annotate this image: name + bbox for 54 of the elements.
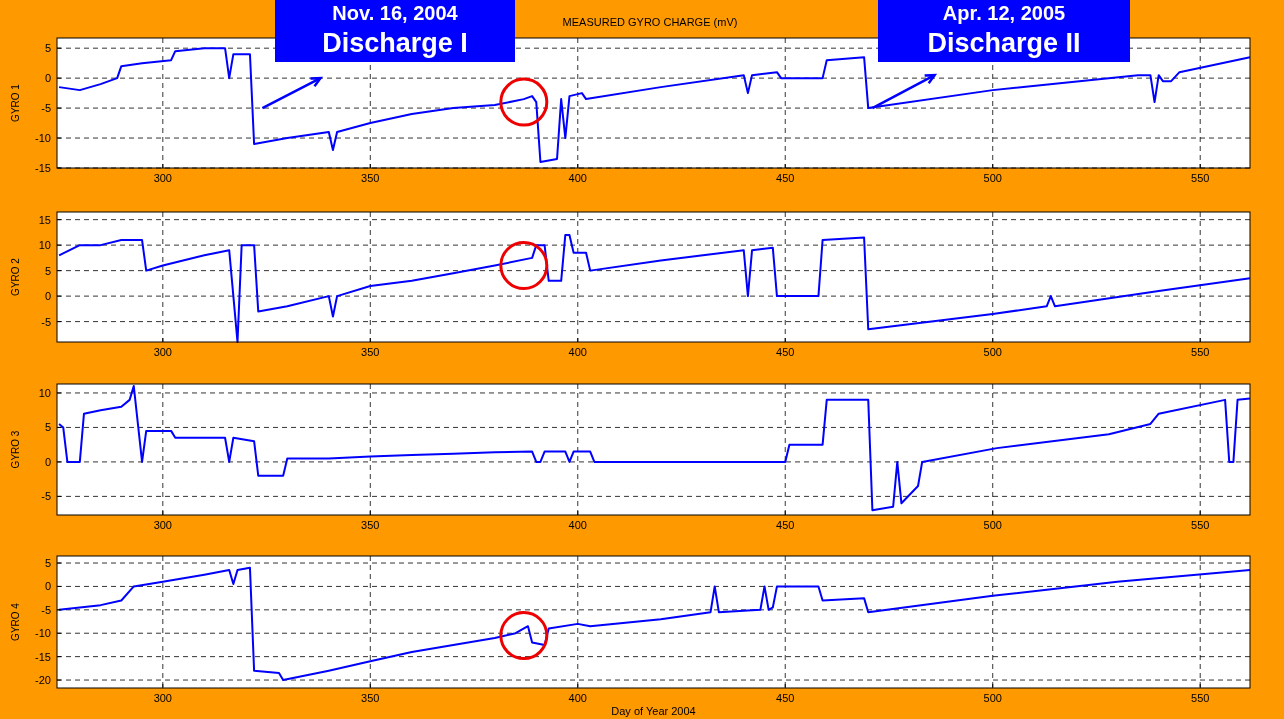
y-tick-label: -5 [41, 315, 51, 328]
x-tick-label: 550 [1191, 346, 1210, 358]
x-tick-label: 350 [361, 346, 380, 358]
x-tick-label: 550 [1191, 172, 1210, 184]
y-axis-title: GYRO 3 [10, 430, 21, 469]
annotation: Discharge II [927, 28, 1081, 58]
y-tick-label: -15 [35, 162, 51, 174]
y-tick-label: 5 [44, 42, 51, 55]
x-tick-label: 450 [776, 346, 795, 358]
x-tick-label: 400 [568, 519, 587, 531]
y-tick-label: -5 [41, 102, 51, 115]
x-tick-label: 300 [153, 692, 172, 704]
y-tick-label: 10 [38, 386, 51, 399]
y-axis-title: GYRO 2 [10, 257, 21, 296]
y-tick-label: 0 [44, 72, 51, 85]
x-tick-label: 500 [983, 519, 1002, 531]
x-tick-label: 400 [568, 346, 587, 358]
y-tick-label: 5 [44, 421, 51, 434]
x-tick-label: 400 [568, 172, 587, 184]
x-tick-label: 300 [153, 519, 172, 531]
y-tick-label: 0 [44, 455, 51, 468]
x-axis-title: Day of Year 2004 [611, 705, 696, 717]
x-tick-label: 450 [776, 519, 795, 531]
x-tick-label: 350 [361, 692, 380, 704]
x-tick-label: 350 [361, 519, 380, 531]
y-axis-title: GYRO 4 [10, 602, 21, 641]
x-tick-label: 300 [153, 172, 172, 184]
chart-title: MEASURED GYRO CHARGE (mV) [562, 16, 738, 28]
annotation: Discharge I [322, 28, 468, 58]
y-tick-label: 15 [38, 213, 51, 226]
x-tick-label: 550 [1191, 519, 1210, 531]
x-tick-label: 500 [983, 346, 1002, 358]
y-axis-title: GYRO 1 [10, 83, 21, 122]
text: Apr. 12, 2005 [942, 2, 1066, 24]
y-tick-label: -10 [35, 627, 51, 640]
y-tick-label: 0 [44, 580, 51, 593]
x-tick-label: 350 [361, 172, 380, 184]
x-tick-label: 450 [776, 692, 795, 704]
x-tick-label: 400 [568, 692, 587, 704]
y-tick-label: 5 [44, 557, 51, 570]
y-tick-label: -20 [35, 674, 51, 687]
y-tick-label: 0 [44, 290, 51, 303]
y-tick-label: 5 [44, 264, 51, 277]
y-tick-label: -5 [41, 490, 51, 503]
x-tick-label: 450 [776, 172, 795, 184]
x-tick-label: 500 [983, 692, 1002, 704]
x-tick-label: 550 [1191, 692, 1210, 704]
y-tick-label: 10 [38, 239, 51, 252]
y-tick-label: -5 [41, 603, 51, 616]
x-tick-label: 500 [983, 172, 1002, 184]
y-tick-label: -15 [35, 650, 51, 663]
y-tick-label: -10 [35, 132, 51, 145]
x-tick-label: 300 [153, 346, 172, 358]
text: Nov. 16, 2004 [332, 2, 459, 24]
